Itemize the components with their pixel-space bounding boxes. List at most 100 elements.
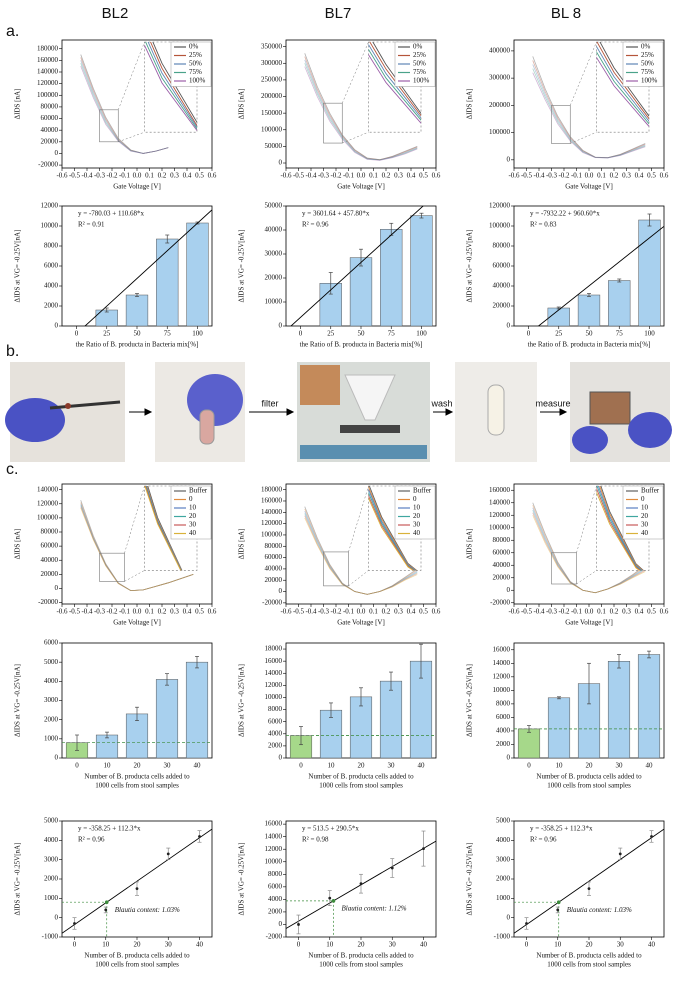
legend-box [622,485,664,540]
legend-label: 0% [189,43,199,51]
x-tick-label: -0.6 [56,172,68,180]
y-tick-label: 18000 [265,645,283,653]
x-tick-label: 0.4 [183,608,192,616]
x-tick-label: 0.1 [597,172,606,180]
legend-label: 0 [413,495,417,503]
bar [637,654,661,759]
y-tick-label: 0 [279,587,283,595]
step-label: filter [261,398,278,408]
x-tick-label: 0.6 [432,608,441,616]
x-tick-label: 0.3 [622,172,631,180]
x-tick-label: 50 [134,330,142,338]
x-tick-label: -0.3 [94,608,106,616]
step-label: measure [535,398,570,408]
y-tick-label: 2000 [268,742,283,750]
detect-point [331,899,336,903]
legend-label: 0 [189,495,193,503]
x-tick-label: 0.4 [183,172,192,180]
x-tick-label: -0.1 [343,608,355,616]
x-tick-label: 0.5 [195,172,204,180]
x-tick-label: -0.1 [119,608,131,616]
y-axis-label: ΔIDS [nA] [14,529,22,560]
detect-label: Blautia content: 1.03% [567,906,632,914]
y-tick-label: -20000 [262,598,282,606]
fit-equation: y = -780.03 + 110.68*x [78,210,144,218]
x-tick-label: 50 [586,330,594,338]
x-tick-label: 10 [328,762,336,770]
bar [349,257,373,327]
y-tick-label: 5000 [44,658,59,666]
y-tick-label: 50000 [265,202,283,210]
curve [80,503,194,591]
y-tick-label: 20000 [493,573,511,581]
bar [380,229,403,327]
x-tick-label: 30 [388,762,396,770]
fit-line [514,828,664,934]
y-tick-label: 80000 [41,103,59,111]
y-tick-label: 120000 [489,511,511,519]
y-tick-label: 4000 [268,895,283,903]
legend-label: 100% [189,77,206,85]
plot-area [368,486,418,571]
chart: 0 2000 4000 6000 8000 10000 12000 0 25 50 75 100 ΔID… [14,202,213,349]
y-axis-label: ΔIDS [nA] [466,89,474,120]
y-tick-label: 4000 [268,729,283,737]
x-tick-label: 0.6 [660,172,669,180]
y-tick-label: 12000 [41,202,59,210]
zoom-connector [342,41,369,104]
legend-label: 25% [413,51,426,59]
y-tick-label: 3000 [496,855,511,863]
legend-label: 40 [413,529,421,537]
x-tick-label: 0.4 [407,608,416,616]
zoom-source [551,552,577,585]
y-tick-label: 8000 [268,705,283,713]
column-header: BL 8 [551,5,581,22]
y-tick-label: 16000 [493,645,511,653]
y-tick-label: 12000 [493,672,511,680]
detect-point [104,900,109,904]
x-tick-label: 0.1 [597,608,606,616]
x-tick-label: 0 [299,762,303,770]
chart: 0 2000 4000 6000 8000 10000 12000 14000 16000 180… [238,642,437,790]
legend-label: 40 [641,529,649,537]
y-tick-label: 10000 [265,693,283,701]
x-tick-label: -0.3 [94,172,106,180]
x-tick-label: -0.1 [343,172,355,180]
point [198,835,201,838]
x-tick-label: 0.2 [610,172,619,180]
y-tick-label: 40000 [265,226,283,234]
zoom-source [323,551,349,587]
chart: -2000 0 2000 4000 6000 8000 10000 12000 14000 160… [238,820,437,969]
y-tick-label: 1000 [496,894,511,902]
plot-area [537,225,664,326]
y-tick-label: 10000 [265,857,283,865]
point [618,852,622,856]
chart: -20000 0 20000 40000 60000 80000 100000 120000 1… [14,483,217,627]
x-axis-label: 1000 cells from stool samples [95,782,179,790]
x-tick-label: -0.2 [106,172,118,180]
curve [532,56,646,159]
x-tick-label: 0.3 [394,172,403,180]
y-tick-label: 0 [55,913,59,921]
photo [155,362,245,462]
bar [185,661,209,759]
x-tick-label: 0.2 [610,608,619,616]
legend-label: 25% [189,51,202,59]
x-tick-label: 0.5 [647,608,656,616]
chart: 0 1000 2000 3000 4000 5000 6000 ΔIDS at VG= -0.… [14,639,213,790]
y-tick-label: 2000 [496,875,511,883]
point [297,923,300,926]
curve [80,54,169,154]
curve [80,500,194,591]
inset-curve [596,491,641,571]
curve [80,505,194,591]
x-tick-label: -0.1 [571,172,583,180]
panel-label: a. [6,23,19,40]
legend-label: Buffer [189,487,208,495]
plot-area [80,54,169,154]
y-tick-label: -1000 [494,933,511,941]
x-tick-label: 10 [102,941,110,949]
y-tick-label: 20000 [41,137,59,145]
y-tick-label: 350000 [261,42,283,50]
detect-label: Blautia content: 1.12% [342,904,407,912]
